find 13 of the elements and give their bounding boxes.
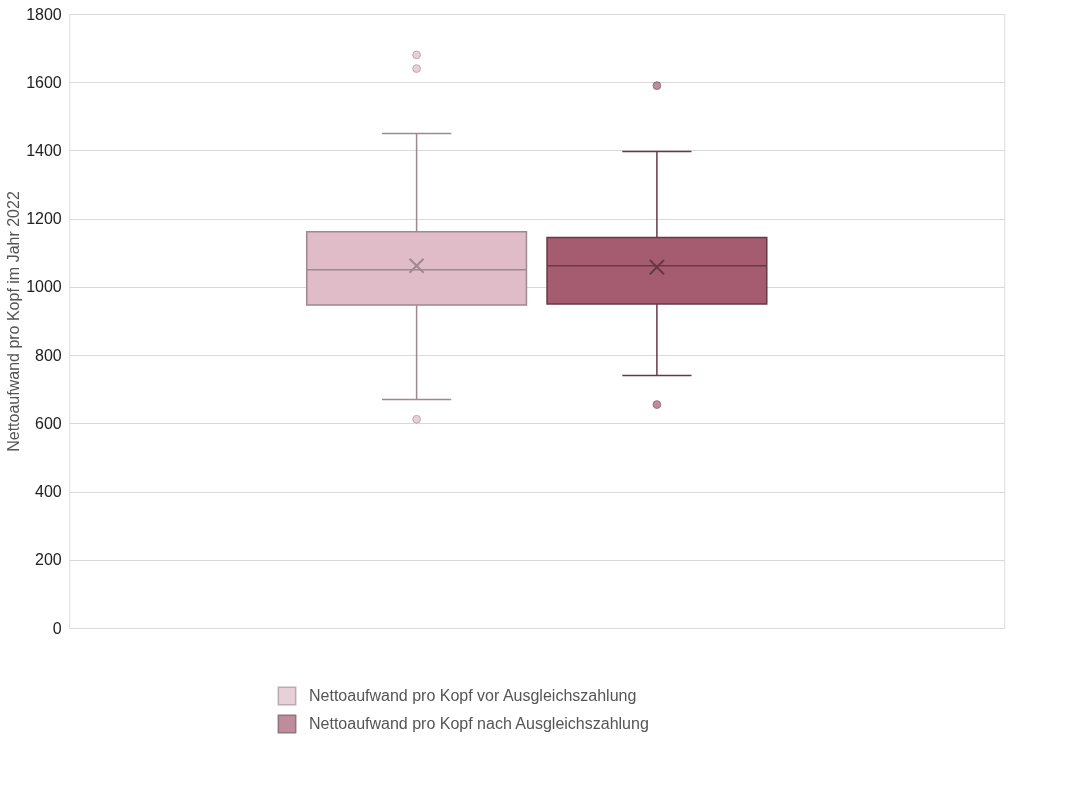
y-tick-label: 1600 xyxy=(26,73,62,91)
y-tick-label: 1000 xyxy=(26,278,62,296)
y-axis-title: Nettoaufwand pro Kopf im Jahr 2022 xyxy=(5,191,23,452)
y-tick-label: 400 xyxy=(35,483,62,501)
y-tick-label: 800 xyxy=(35,346,62,364)
y-tick-label: 1800 xyxy=(26,5,62,23)
y-tick-label: 1200 xyxy=(26,210,62,228)
y-tick-label: 200 xyxy=(35,551,62,569)
legend-label: Nettoaufwand pro Kopf vor Ausgleichszahlung xyxy=(309,687,637,704)
legend-label: Nettoaufwand pro Kopf nach Ausgleichszahlung xyxy=(309,715,649,732)
y-tick-label: 600 xyxy=(35,414,62,432)
y-tick-label: 0 xyxy=(52,619,62,637)
y-tick-label: 1400 xyxy=(26,141,62,159)
